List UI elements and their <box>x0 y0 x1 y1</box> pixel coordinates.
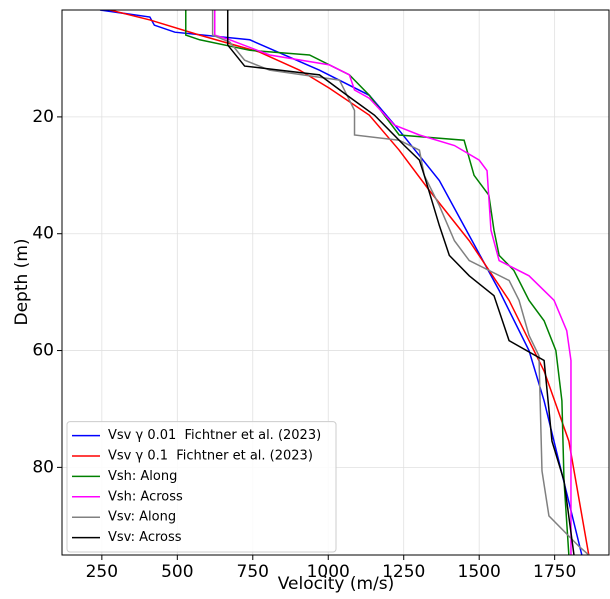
x-tick-label: 750 <box>237 562 269 582</box>
x-tick-label: 1250 <box>382 562 425 582</box>
x-tick-label: 500 <box>161 562 193 582</box>
x-axis-label: Velocity (m/s) <box>278 574 395 594</box>
legend-label: Vsv γ 0.1 Fichtner et al. (2023) <box>108 449 313 464</box>
legend-label: Vsv: Along <box>108 510 176 525</box>
legend-box <box>66 421 337 553</box>
series-line <box>109 10 590 555</box>
y-tick-label: 20 <box>32 107 54 127</box>
series-line <box>226 10 575 555</box>
plot-frame <box>61 9 610 556</box>
y-axis-label: Depth (m) <box>12 238 32 325</box>
legend-label: Vsv γ 0.01 Fichtner et al. (2023) <box>108 428 321 443</box>
legend-label: Vsh: Across <box>108 489 183 504</box>
series-line <box>213 10 572 555</box>
x-tick-label: 250 <box>86 562 118 582</box>
series-line <box>99 10 583 555</box>
y-tick-label: 60 <box>32 341 54 361</box>
legend-label: Vsv: Across <box>108 530 182 545</box>
x-tick-label: 1000 <box>307 562 350 582</box>
x-tick-label: 1750 <box>533 562 576 582</box>
series-line <box>211 10 590 555</box>
y-tick-label: 40 <box>32 224 54 244</box>
x-tick-label: 1500 <box>458 562 501 582</box>
legend-label: Vsh: Along <box>108 469 177 484</box>
y-tick-label: 80 <box>32 457 54 477</box>
